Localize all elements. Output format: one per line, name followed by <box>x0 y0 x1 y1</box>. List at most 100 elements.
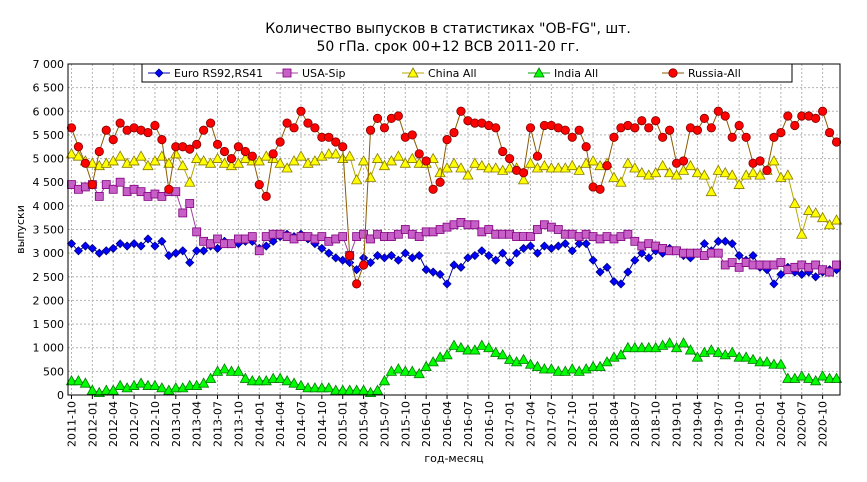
data-point <box>553 241 563 251</box>
data-point <box>435 177 445 187</box>
data-point <box>247 232 257 241</box>
data-point <box>178 246 188 256</box>
x-tick-label: 2012-01 <box>86 401 99 447</box>
data-point <box>79 377 92 388</box>
data-point <box>345 258 355 268</box>
data-point <box>302 382 314 393</box>
data-point <box>233 142 243 152</box>
data-point <box>80 241 90 251</box>
data-point <box>274 372 286 383</box>
data-point <box>776 127 786 138</box>
data-point <box>303 118 313 128</box>
y-tick-label: 1 000 <box>33 342 65 355</box>
data-point <box>747 166 759 178</box>
data-point <box>456 106 466 116</box>
data-point <box>796 370 808 381</box>
data-point <box>734 120 744 131</box>
data-point <box>289 123 299 133</box>
data-point <box>552 365 565 376</box>
data-point <box>281 374 293 386</box>
data-point <box>825 267 834 277</box>
y-tick-label: 6 000 <box>33 105 65 118</box>
data-point <box>699 113 709 123</box>
data-point <box>678 156 689 166</box>
chart-subtitle: 50 гПа. срок 00+12 ВСВ 2011-20 гг. <box>316 39 579 55</box>
data-point <box>630 123 640 133</box>
data-point <box>553 225 563 234</box>
data-point <box>135 150 147 161</box>
data-point <box>595 184 605 194</box>
data-point <box>505 258 515 268</box>
series-2 <box>65 148 843 239</box>
data-point <box>622 157 634 168</box>
data-point <box>811 113 821 123</box>
data-point <box>150 120 160 131</box>
data-point <box>608 171 620 182</box>
data-point <box>393 255 403 265</box>
data-point <box>260 150 272 161</box>
data-point <box>705 344 718 355</box>
data-point <box>656 159 669 171</box>
data-point <box>73 142 84 152</box>
data-point <box>545 363 558 374</box>
data-point <box>164 250 174 261</box>
data-point <box>796 228 808 239</box>
data-point <box>650 166 662 178</box>
data-point <box>768 358 780 369</box>
data-point <box>66 123 77 133</box>
data-point <box>754 356 766 367</box>
legend-label: India All <box>554 67 598 80</box>
data-point <box>253 374 265 386</box>
x-tick-label: 2017-07 <box>545 401 558 447</box>
data-point <box>435 269 445 279</box>
data-point <box>651 116 661 126</box>
data-point <box>470 220 480 230</box>
x-tick-label: 2014-10 <box>316 401 329 447</box>
data-point <box>623 267 633 277</box>
data-point <box>184 176 196 187</box>
data-point <box>498 146 508 157</box>
data-point <box>199 125 209 135</box>
data-point <box>665 125 675 135</box>
data-point <box>720 111 730 121</box>
data-point <box>761 356 773 367</box>
data-point <box>87 179 97 190</box>
data-point <box>727 132 737 142</box>
data-point <box>156 150 168 161</box>
data-point <box>393 111 403 121</box>
data-point <box>769 132 779 142</box>
data-point <box>818 106 828 116</box>
data-point <box>755 156 765 166</box>
data-point <box>254 179 264 190</box>
data-point <box>705 185 718 197</box>
data-point <box>491 123 501 133</box>
data-point <box>309 382 321 393</box>
data-point <box>637 248 647 258</box>
data-point <box>449 260 459 270</box>
data-point <box>87 243 97 253</box>
data-point <box>574 125 584 135</box>
data-point <box>170 382 182 393</box>
data-point <box>218 363 231 374</box>
data-point <box>352 265 362 275</box>
data-point <box>560 125 570 135</box>
data-point <box>239 372 252 383</box>
data-point <box>809 207 822 218</box>
data-point <box>566 159 578 171</box>
data-point <box>816 370 829 381</box>
data-point <box>156 382 168 393</box>
x-tick-label: 2013-01 <box>170 401 183 447</box>
legend-marker <box>282 68 292 78</box>
data-point <box>129 239 139 249</box>
data-point <box>288 377 300 388</box>
data-point <box>790 120 800 131</box>
data-point <box>533 225 542 234</box>
data-point <box>448 339 460 350</box>
data-point <box>720 236 730 246</box>
data-point <box>343 150 356 161</box>
data-point <box>490 346 502 357</box>
legend-marker <box>154 68 164 78</box>
data-point <box>588 255 598 265</box>
data-point <box>531 360 544 372</box>
